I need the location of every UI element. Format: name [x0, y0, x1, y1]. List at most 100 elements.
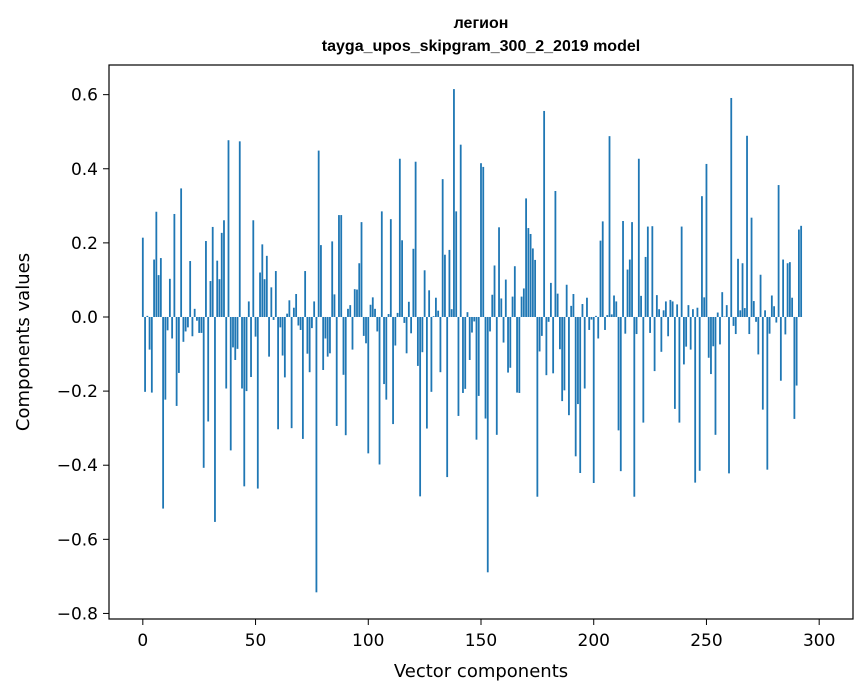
bar [450, 309, 453, 317]
bar [236, 316, 239, 349]
bar [243, 316, 246, 487]
bar [624, 316, 627, 334]
bar [385, 316, 388, 400]
bar [606, 315, 609, 317]
chart-title-model: tayga_upos_skipgram_300_2_2019 model [322, 38, 640, 55]
bar [766, 316, 769, 470]
bar [480, 163, 482, 317]
bar [703, 297, 706, 317]
bar [646, 226, 649, 317]
y-axis-ticks: 0.6 0.4 0.2 0.0 −0.2 −0.4 −0.6 −0.8 [57, 86, 109, 624]
x-axis-ticks: 0 50 100 150 200 250 300 [137, 619, 835, 651]
bar [477, 316, 480, 396]
y-tick-label: −0.4 [57, 456, 98, 476]
bar [678, 316, 681, 423]
bar [615, 301, 618, 317]
bar [701, 196, 703, 317]
bar [770, 295, 773, 317]
bar [613, 295, 615, 317]
bar [259, 272, 261, 317]
bar [601, 221, 604, 317]
bar [353, 289, 356, 317]
bar [238, 141, 241, 317]
bar [326, 316, 329, 357]
bar [155, 211, 158, 317]
bar [389, 219, 392, 317]
bar [685, 316, 688, 347]
x-axis-label: Vector components [394, 661, 568, 682]
bar [218, 279, 221, 317]
bar [367, 316, 370, 454]
bar [649, 316, 651, 333]
bar [563, 316, 566, 391]
bar [500, 298, 503, 317]
bar [696, 307, 699, 317]
bar [486, 316, 489, 573]
bar [743, 308, 746, 317]
bar [324, 316, 327, 339]
bar [441, 179, 444, 317]
bar [146, 315, 149, 317]
bar [491, 294, 494, 317]
bar [229, 316, 232, 451]
bar [374, 308, 376, 317]
bar [317, 150, 320, 317]
bar [755, 316, 757, 322]
bar [581, 304, 584, 317]
bar [775, 316, 778, 323]
bar [299, 316, 302, 330]
bar [579, 316, 582, 473]
bar [378, 316, 381, 465]
bar [522, 288, 525, 317]
bar [416, 316, 419, 366]
bar [173, 213, 176, 317]
bar [281, 316, 284, 356]
bar [793, 316, 796, 419]
bar [655, 295, 658, 317]
bar [759, 274, 762, 317]
x-tick-label: 200 [578, 631, 610, 651]
bar [669, 299, 672, 317]
bar [651, 226, 654, 317]
bar [473, 316, 476, 322]
bar [633, 316, 636, 497]
bar [716, 312, 719, 317]
bar [171, 316, 174, 339]
bar [597, 316, 600, 339]
bar [482, 166, 485, 317]
bar [193, 308, 196, 317]
bar [301, 316, 304, 439]
bar [419, 316, 422, 497]
bar [667, 316, 670, 337]
bar [698, 316, 701, 471]
bar [572, 294, 575, 317]
bar [263, 279, 266, 317]
bar [525, 198, 527, 317]
bar [590, 316, 593, 320]
bar [268, 316, 270, 357]
bar [401, 240, 403, 317]
bar [498, 227, 500, 317]
bar [540, 316, 543, 336]
bar [471, 316, 473, 333]
y-tick-label: −0.2 [57, 382, 98, 402]
bar [549, 282, 552, 317]
bar [457, 316, 460, 416]
bar [728, 316, 730, 474]
bar [761, 316, 764, 410]
bar [141, 237, 144, 317]
bar [559, 316, 561, 350]
bar [570, 305, 573, 317]
bar [642, 316, 645, 423]
bar [791, 297, 794, 317]
bar [153, 259, 155, 317]
bar [159, 258, 162, 317]
bar [637, 158, 640, 317]
bar [191, 316, 194, 337]
x-tick-label: 100 [352, 631, 384, 651]
bar [502, 316, 505, 343]
bar [187, 316, 189, 328]
bar [435, 297, 437, 317]
bar [561, 316, 564, 402]
